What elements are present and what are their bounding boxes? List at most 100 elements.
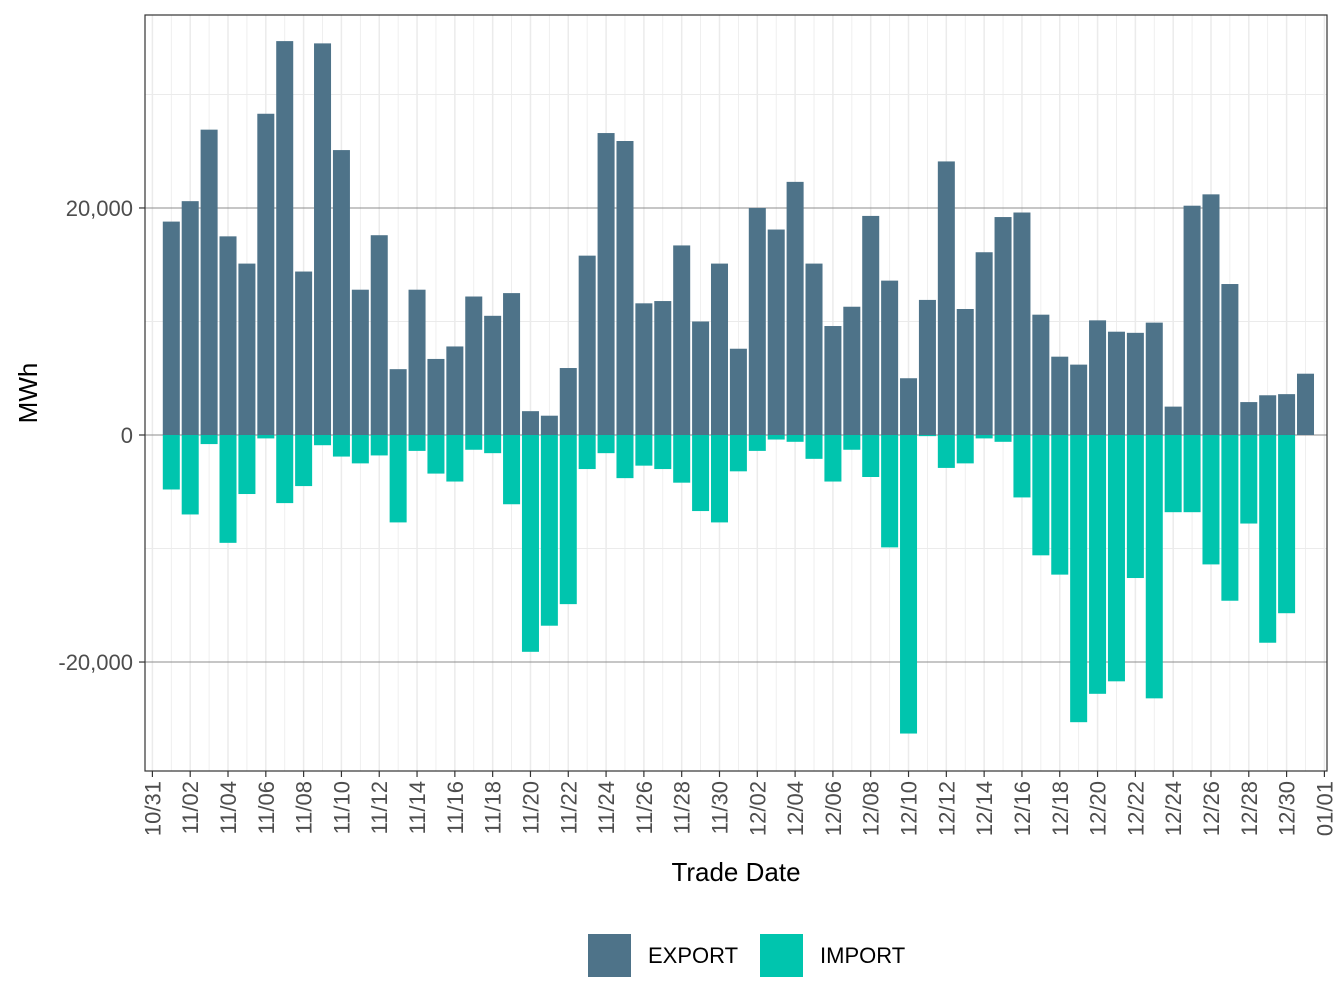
bar-import xyxy=(578,435,596,470)
bar-export xyxy=(1278,394,1296,435)
bar-export xyxy=(900,378,918,435)
bar-export xyxy=(332,150,350,435)
bar-export xyxy=(729,348,747,435)
bar-export xyxy=(1107,331,1125,435)
bar-export xyxy=(654,301,672,435)
bar-export xyxy=(1164,406,1182,435)
bar-import xyxy=(1164,435,1182,513)
bar-export xyxy=(824,326,842,435)
x-tick-label: 11/08 xyxy=(292,781,317,834)
bar-export xyxy=(975,252,993,435)
x-tick-label: 11/14 xyxy=(405,781,430,834)
y-tick-label: -20,000 xyxy=(58,650,133,675)
bar-export xyxy=(994,217,1012,435)
bar-import xyxy=(710,435,729,523)
axes: -20,000 0 20,000 10/31 11/02 11/04 11/06 11/08 1… xyxy=(58,196,1337,836)
bar-import xyxy=(937,435,955,468)
x-tick-label: 11/28 xyxy=(670,781,695,834)
legend-label-import: IMPORT xyxy=(820,943,905,968)
x-tick-label: 11/30 xyxy=(707,781,732,834)
bar-import xyxy=(465,435,483,450)
x-tick-label: 12/18 xyxy=(1048,781,1073,836)
x-tick-label: 12/12 xyxy=(934,781,959,836)
bar-export xyxy=(408,289,426,435)
x-tick-label: 12/04 xyxy=(783,781,808,836)
bar-export xyxy=(1013,212,1031,435)
bar-import xyxy=(918,435,936,437)
bar-import xyxy=(503,435,521,505)
x-tick-label: 11/22 xyxy=(556,781,581,834)
x-tick-label: 11/20 xyxy=(518,781,543,834)
bar-export xyxy=(314,43,332,435)
bar-export xyxy=(370,235,388,435)
bar-import xyxy=(219,435,237,543)
bar-export xyxy=(389,369,407,435)
bar-import xyxy=(1013,435,1031,498)
bar-export xyxy=(1202,194,1220,435)
bar-export xyxy=(635,303,653,435)
bar-import xyxy=(200,435,218,445)
bar-export xyxy=(786,181,804,435)
bar-export xyxy=(767,229,785,435)
bar-import xyxy=(484,435,502,454)
legend-key-export xyxy=(588,934,631,977)
bar-export xyxy=(748,207,766,435)
bar-import xyxy=(257,435,275,439)
bar-import xyxy=(843,435,861,450)
bar-import xyxy=(521,435,539,652)
bar-export xyxy=(276,41,294,436)
bar-export xyxy=(616,141,634,435)
bar-import xyxy=(1278,435,1296,614)
bar-import xyxy=(238,435,256,495)
bar-import xyxy=(408,435,426,451)
bar-export xyxy=(540,415,558,435)
bar-export xyxy=(559,368,577,435)
x-tick-label: 11/16 xyxy=(443,781,468,834)
x-tick-label: 12/20 xyxy=(1086,781,1111,836)
bar-export xyxy=(238,263,256,435)
panel-border xyxy=(144,14,1328,772)
x-tick-label: 11/02 xyxy=(178,781,203,834)
bar-import xyxy=(729,435,747,472)
bar-import xyxy=(295,435,313,487)
bar-import xyxy=(1032,435,1050,556)
bar-import xyxy=(767,435,785,440)
bar-import xyxy=(1051,435,1069,575)
bar-export xyxy=(1051,356,1069,435)
legend-key-import xyxy=(760,934,803,977)
bar-export xyxy=(1089,320,1107,435)
bar-import xyxy=(389,435,407,523)
bar-import xyxy=(748,435,766,451)
x-tick-label: 12/08 xyxy=(859,781,884,836)
bar-import xyxy=(540,435,558,626)
bar-import xyxy=(786,435,804,442)
bar-export xyxy=(597,133,615,435)
bar-import xyxy=(900,435,918,734)
bar-export xyxy=(805,263,823,435)
x-tick-label: 12/24 xyxy=(1161,781,1186,836)
x-tick-label: 11/26 xyxy=(632,781,657,834)
bar-import xyxy=(1240,435,1258,524)
x-tick-label: 12/30 xyxy=(1275,781,1300,836)
bar-export xyxy=(710,263,729,435)
bar-import xyxy=(314,435,332,446)
bar-import xyxy=(881,435,899,548)
bar-export xyxy=(162,221,180,435)
legend-label-export: EXPORT xyxy=(648,943,738,968)
bar-import xyxy=(427,435,445,474)
bar-export xyxy=(1221,284,1239,435)
x-tick-label: 11/18 xyxy=(481,781,506,834)
bar-import xyxy=(370,435,388,456)
bar-export xyxy=(881,280,899,435)
bar-import xyxy=(1070,435,1088,723)
bar-export xyxy=(692,321,710,435)
bar-import xyxy=(1183,435,1201,513)
x-axis-title: Trade Date xyxy=(671,857,800,887)
bar-import xyxy=(332,435,350,457)
y-tick-label: 0 xyxy=(121,423,133,448)
bar-import xyxy=(162,435,180,490)
bar-export xyxy=(1296,373,1315,435)
bar-export xyxy=(1183,205,1201,435)
bar-import xyxy=(692,435,710,512)
